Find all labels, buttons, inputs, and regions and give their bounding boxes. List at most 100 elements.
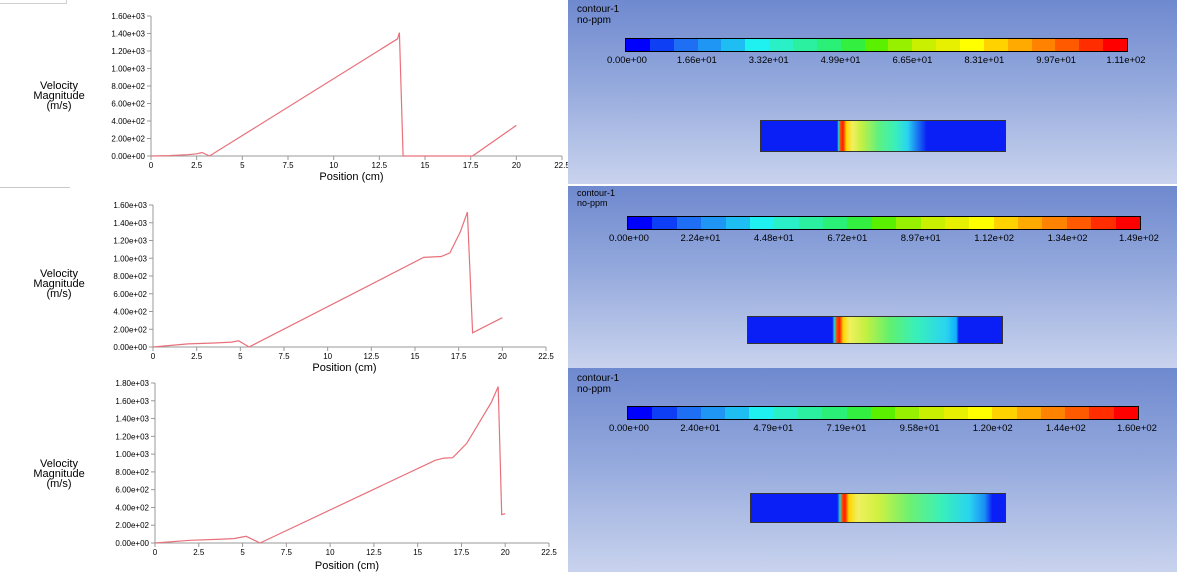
x-tick-label: 2.5	[191, 161, 203, 170]
colorbar-label: 4.79e+01	[753, 423, 794, 434]
colorbar-band	[1089, 407, 1114, 419]
colorbar-band	[896, 217, 921, 229]
colorbar-label: 4.99e+01	[820, 55, 861, 66]
contour-domain	[760, 120, 1006, 152]
x-tick-label: 15	[413, 548, 422, 557]
colorbar-label: 1.49e+02	[1119, 233, 1159, 244]
x-axis-label: Position (cm)	[319, 171, 383, 183]
y-tick-label: 8.00e+02	[111, 82, 145, 91]
colorbar-label: 0.00e+00	[609, 423, 649, 434]
colorbar-label: 1.66e+01	[676, 55, 717, 66]
y-tick-label: 1.20e+03	[113, 237, 147, 246]
contour-title-block: contour-1 no-ppm	[577, 373, 619, 395]
y-tick-label: 0.00e+00	[111, 152, 145, 161]
contour-subtitle: no-ppm	[577, 15, 611, 26]
colorbar-label: 0.00e+00	[609, 233, 649, 244]
colorbar-band	[993, 217, 1018, 229]
contour-domain	[747, 316, 1003, 344]
x-tick-label: 20	[512, 161, 521, 170]
colorbar-label: 9.58e+01	[899, 423, 940, 434]
colorbar-band	[840, 39, 865, 51]
colorbar-label: 2.24e+01	[680, 233, 721, 244]
velocity-plot-1: Velocity Magnitude (m/s) 0.00e+00 2.00e+0…	[0, 0, 570, 187]
x-tick-label: 20	[501, 548, 510, 557]
y-tick-label: 6.00e+02	[115, 486, 149, 495]
colorbar-band	[652, 217, 677, 229]
y-tick-label: 1.40e+03	[113, 219, 147, 228]
y-tick-label: 1.40e+03	[115, 415, 149, 424]
y-tick-label: 1.80e+03	[115, 379, 149, 388]
colorbar-band	[676, 217, 702, 229]
colorbar-band	[769, 39, 794, 51]
contour-domain	[750, 493, 1006, 523]
x-tick-label: 0	[153, 548, 158, 557]
colorbar-band	[960, 39, 984, 51]
colorbar-band	[649, 39, 674, 51]
y-tick-label: 2.00e+02	[115, 521, 149, 530]
colorbar	[627, 406, 1139, 420]
y-tick-label: 6.00e+02	[113, 290, 147, 299]
colorbar-band	[1016, 407, 1041, 419]
series-line	[150, 32, 517, 157]
x-tick-label: 7.5	[282, 161, 294, 170]
colorbar	[625, 38, 1128, 52]
colorbar-band	[749, 217, 775, 229]
y-axis-label-line: Magnitude	[33, 468, 85, 480]
colorbar-band	[1007, 39, 1032, 51]
x-axis-label: Position (cm)	[315, 560, 379, 572]
x-tick-label: 12.5	[364, 352, 380, 361]
colorbar-label: 1.34e+02	[1047, 233, 1088, 244]
contour-column: contour-1 no-ppm 0.00e+00 1.66e+01 3.32e+0…	[568, 0, 1177, 572]
panel-divider	[0, 0, 67, 4]
colorbar-band	[943, 407, 968, 419]
x-tick-label: 10	[329, 161, 338, 170]
x-tick-label: 7.5	[278, 352, 290, 361]
colorbar-band	[936, 39, 961, 51]
colorbar-band	[725, 407, 750, 419]
colorbar-band	[652, 407, 677, 419]
colorbar-band	[920, 217, 945, 229]
colorbar-band	[983, 39, 1008, 51]
colorbar-band	[847, 217, 872, 229]
colorbar-band	[628, 217, 653, 229]
colorbar-band	[944, 217, 970, 229]
contour-subtitle: no-ppm	[577, 384, 611, 395]
colorbar-band	[701, 217, 726, 229]
y-tick-label: 1.20e+03	[111, 47, 145, 56]
x-tick-label: 0	[151, 352, 156, 361]
x-tick-label: 22.5	[554, 161, 570, 170]
colorbar-band	[992, 407, 1017, 419]
y-tick-label: 6.00e+02	[111, 100, 145, 109]
colorbar-band	[1031, 39, 1056, 51]
colorbar-label: 0.00e+00	[607, 55, 647, 66]
colorbar-band	[676, 407, 701, 419]
colorbar-band	[1115, 217, 1140, 229]
colorbar-band	[967, 407, 993, 419]
x-tick-label: 5	[240, 548, 245, 557]
colorbar-band	[725, 217, 750, 229]
x-tick-label: 0	[149, 161, 154, 170]
x-tick-label: 2.5	[193, 548, 205, 557]
y-tick-label: 2.00e+02	[111, 135, 145, 144]
y-tick-label: 8.00e+02	[115, 468, 149, 477]
y-tick-label: 1.60e+03	[115, 397, 149, 406]
colorbar	[627, 216, 1141, 230]
colorbar-label: 9.97e+01	[1036, 55, 1077, 66]
colorbar-label: 4.48e+01	[753, 233, 794, 244]
colorbar-band	[870, 407, 896, 419]
colorbar-band	[773, 407, 798, 419]
plot-canvas: 0.00e+00 2.00e+02 4.00e+02 6.00e+02 8.00e+02…	[111, 12, 570, 183]
y-tick-label: 2.00e+02	[113, 325, 147, 334]
y-tick-label: 1.60e+03	[111, 12, 145, 21]
colorbar-label: 8.31e+01	[964, 55, 1005, 66]
contour-title: contour-1	[577, 188, 616, 198]
colorbar-label: 1.20e+02	[972, 423, 1013, 434]
plot-canvas: 0.00e+00 2.00e+02 4.00e+02 6.00e+02 8.00e+02…	[113, 201, 554, 374]
y-tick-label: 1.20e+03	[115, 432, 149, 441]
colorbar-band	[816, 39, 841, 51]
velocity-plot-3: Velocity Magnitude (m/s) 0.00e+00 2.00e+0…	[0, 373, 568, 572]
contour-panel-3: contour-1 no-ppm 0.00e+00 2.40e+01 4.79e+0…	[568, 368, 1177, 572]
colorbar-band	[721, 39, 746, 51]
x-tick-label: 12.5	[372, 161, 388, 170]
colorbar-label: 1.60e+02	[1117, 423, 1157, 434]
